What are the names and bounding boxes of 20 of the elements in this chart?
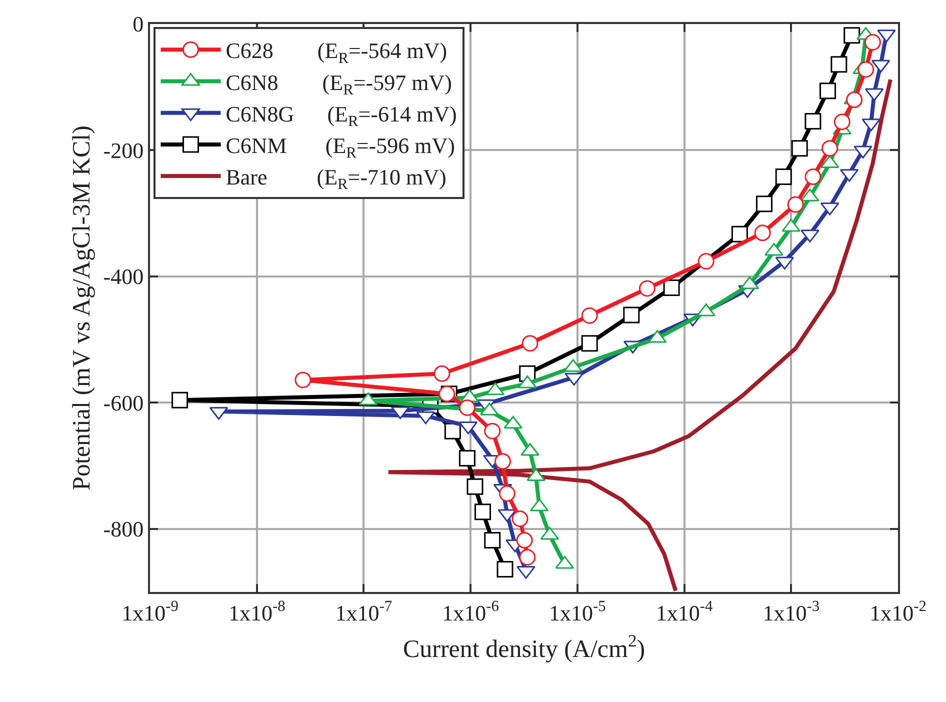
y-tick-label: -200 [103,138,144,163]
y-tick-label: -600 [103,390,144,416]
legend-label: C628 (E$_{R}$=-564 mV) [226,38,448,67]
legend-label: C6N8 (E$_{R}$=-597 mV) [226,70,452,98]
y-axis-title: Potential (mV vs Ag/AgCl-3M KCl) [68,126,96,490]
x-tick-label: 1x10$^{-2}$ [870,598,926,626]
x-tick-label: 1x10$^{-8}$ [228,598,286,626]
y-tick-label: -800 [103,516,144,542]
legend-label: Bare (E$_{R}$=-710 mV) [226,164,446,194]
x-tick-label: 1x10$^{-3}$ [762,598,820,626]
x-tick-label: 1x10$^{-7}$ [335,598,392,626]
y-tick-label: -400 [103,264,144,290]
x-tick-label: 1x10$^{-6}$ [442,598,500,626]
x-tick-label: 1x10$^{-4}$ [656,598,713,626]
legend-label: C6N8G (E$_{R}$=-614 mV) [226,101,457,130]
x-axis-title: Current density (A/cm$^{2}$) [402,630,646,663]
legend-label: C6NM (E$_{R}$=-596 mV) [226,133,455,162]
x-tick-label: 1x10$^{-5}$ [549,598,606,626]
x-tick-label: 1x10$^{-9}$ [122,598,179,626]
y-tick-label: 0 [132,12,144,37]
